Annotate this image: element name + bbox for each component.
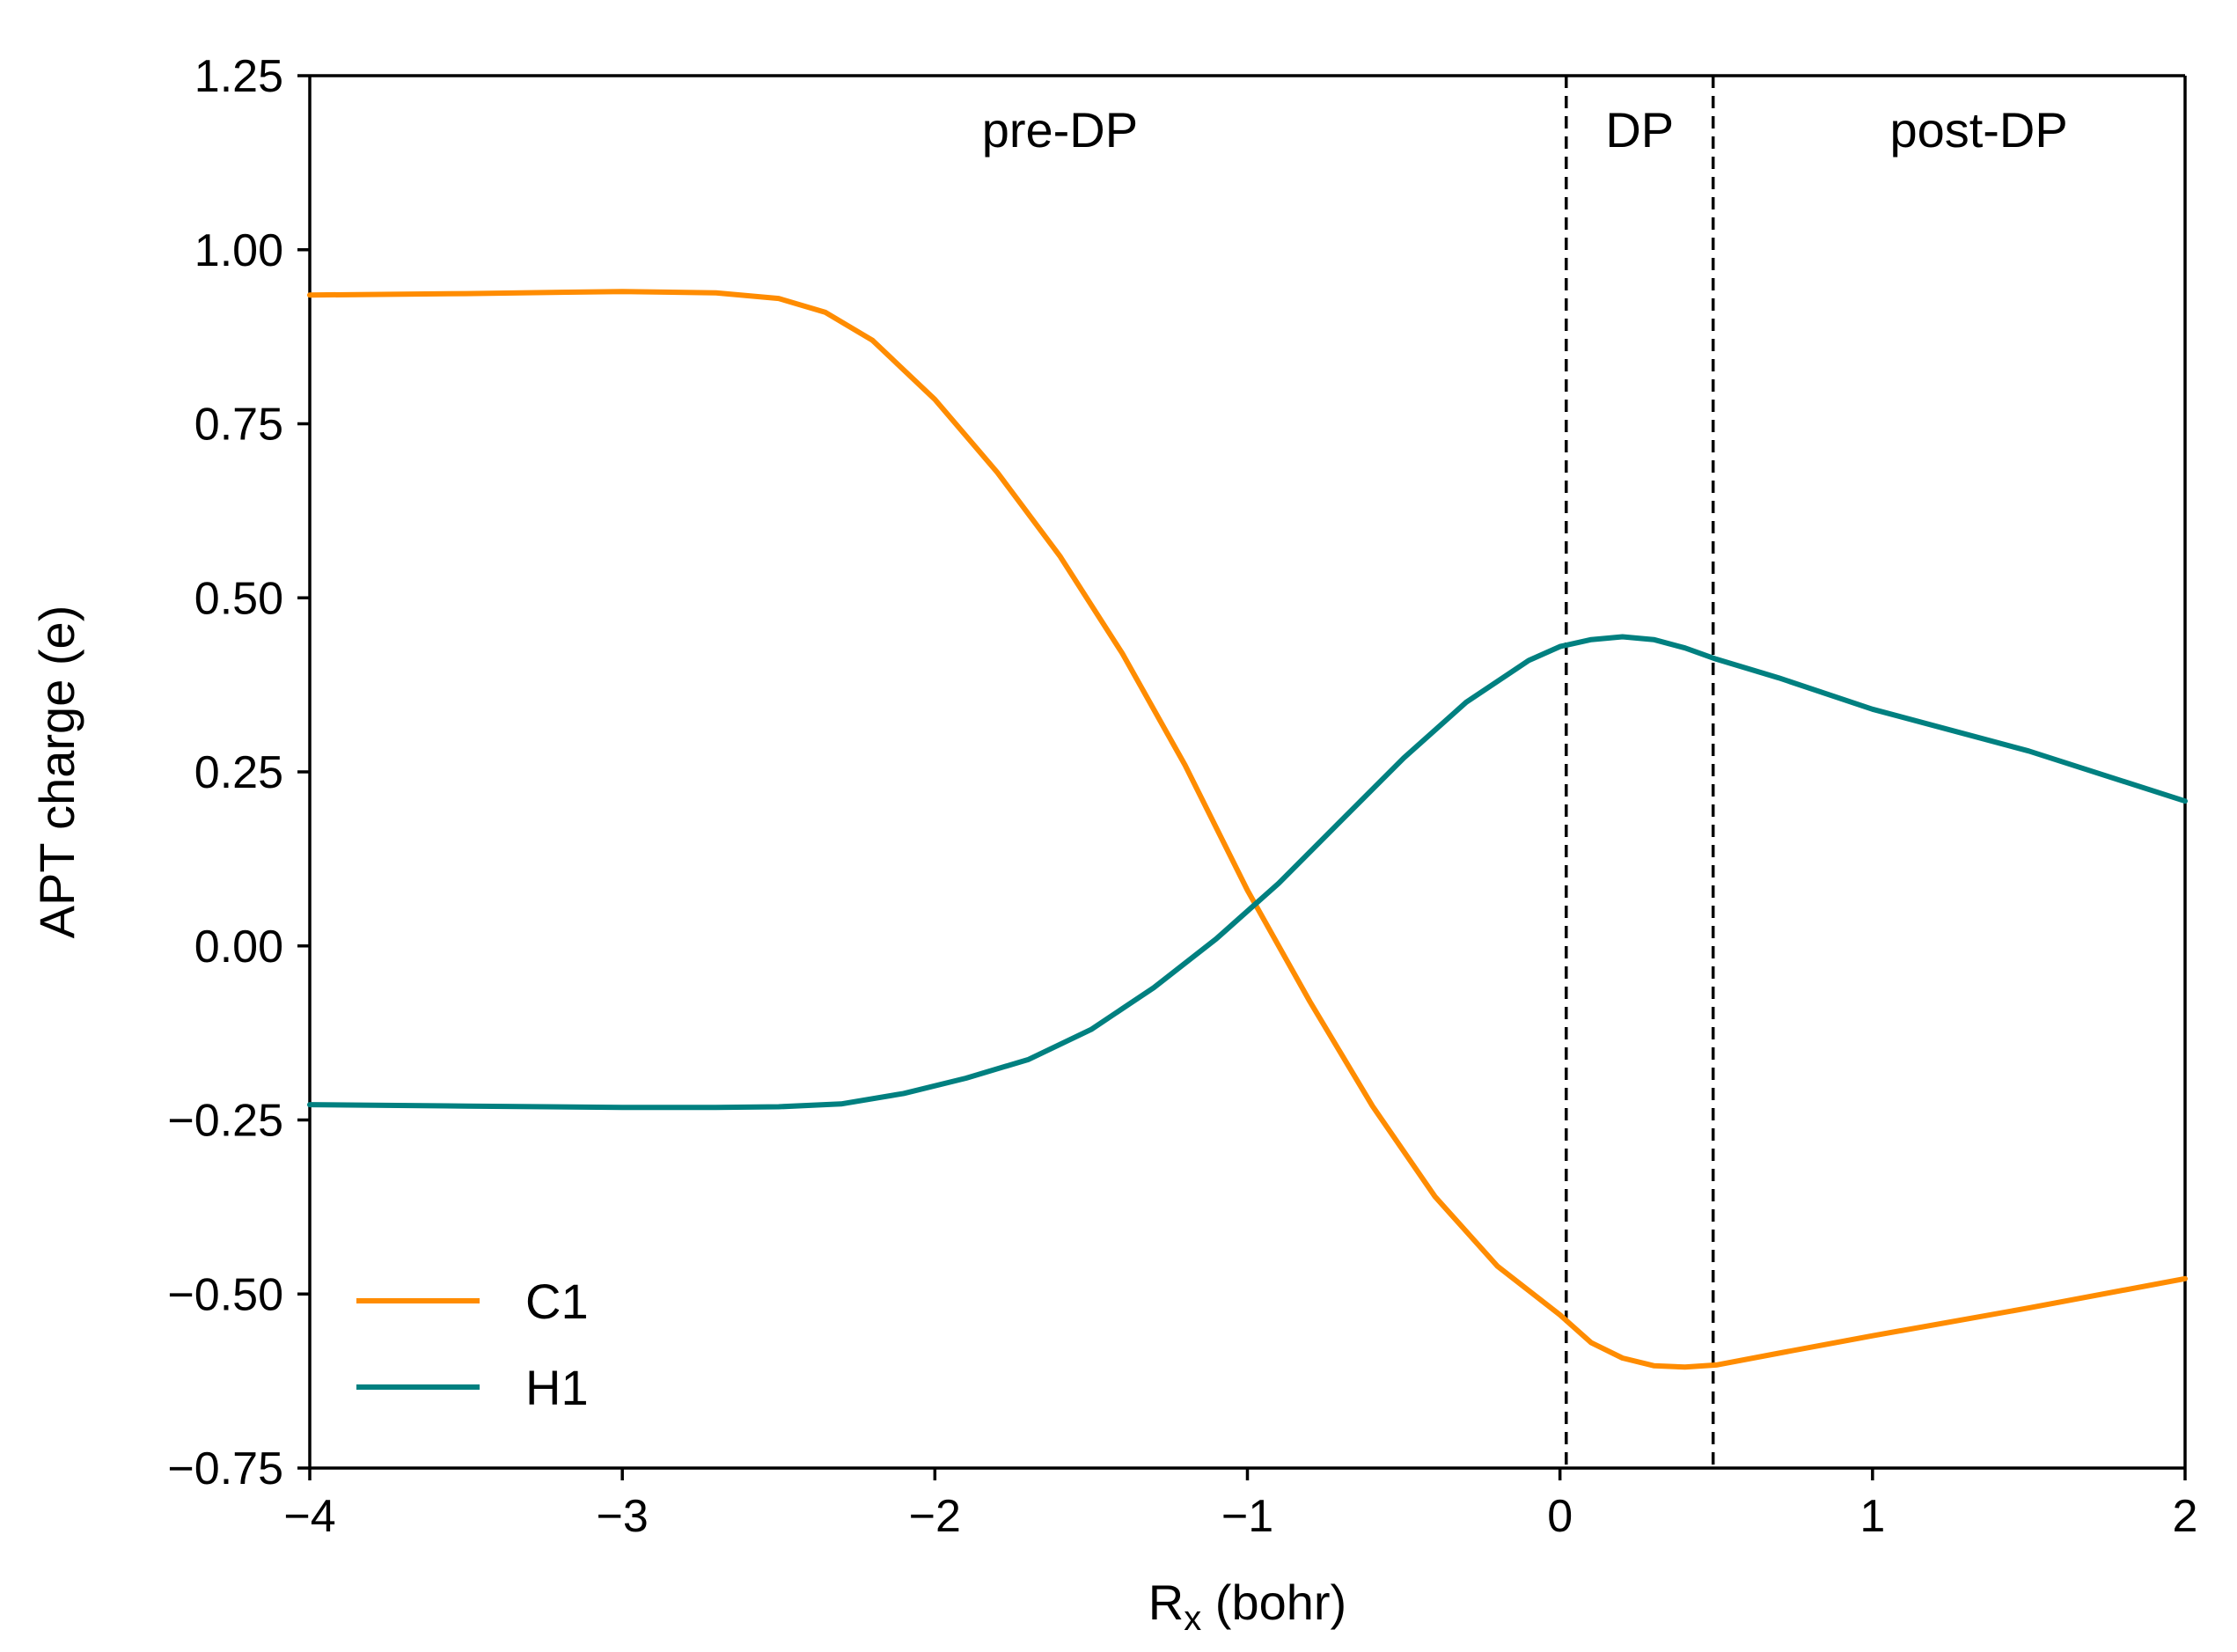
y-tick-label: 0.75: [194, 400, 283, 451]
ticks-layer: −4 −3 −2 −1 0 1 2 1.25 1.00 0.75 0.50 0.25 0.00 −0.25…: [167, 51, 2197, 1542]
x-axis-label: Rx (bohr): [1148, 1575, 1346, 1638]
x-tick-label: 1: [1859, 1491, 1885, 1542]
y-tick-label: −0.25: [167, 1096, 283, 1147]
x-axis-label-unit: (bohr): [1201, 1575, 1346, 1630]
y-tick-label: 1.00: [194, 225, 283, 276]
legend: C1 H1: [356, 1274, 589, 1415]
x-tick-label: 0: [1547, 1491, 1573, 1542]
series-line-h1: [307, 634, 2188, 1111]
y-tick-label: −0.75: [167, 1443, 283, 1494]
series-layer: [307, 289, 2188, 1370]
region-label-post-dp: post-DP: [1889, 102, 2067, 158]
x-tick-label: −4: [283, 1491, 335, 1542]
y-tick-label: 0.50: [194, 573, 283, 624]
x-axis-label-main: R: [1148, 1575, 1184, 1630]
legend-label-h1: H1: [525, 1360, 589, 1415]
x-tick-label: −3: [597, 1491, 649, 1542]
y-tick-label: 0.00: [194, 921, 283, 973]
y-axis-label: APT charge (e): [29, 606, 84, 939]
y-tick-label: 1.25: [194, 51, 283, 102]
y-tick-label: 0.25: [194, 747, 283, 798]
legend-label-c1: C1: [525, 1274, 589, 1329]
labels-layer: Rx (bohr) APT charge (e): [29, 606, 1346, 1638]
x-axis-label-subscript: x: [1184, 1599, 1201, 1638]
x-tick-label: 2: [2173, 1491, 2198, 1542]
region-label-pre-dp: pre-DP: [982, 102, 1138, 158]
y-tick-label: −0.50: [167, 1269, 283, 1320]
region-label-dp: DP: [1605, 102, 1674, 158]
x-tick-label: −2: [909, 1491, 961, 1542]
x-tick-label: −1: [1221, 1491, 1273, 1542]
series-line-c1: [307, 289, 2188, 1370]
